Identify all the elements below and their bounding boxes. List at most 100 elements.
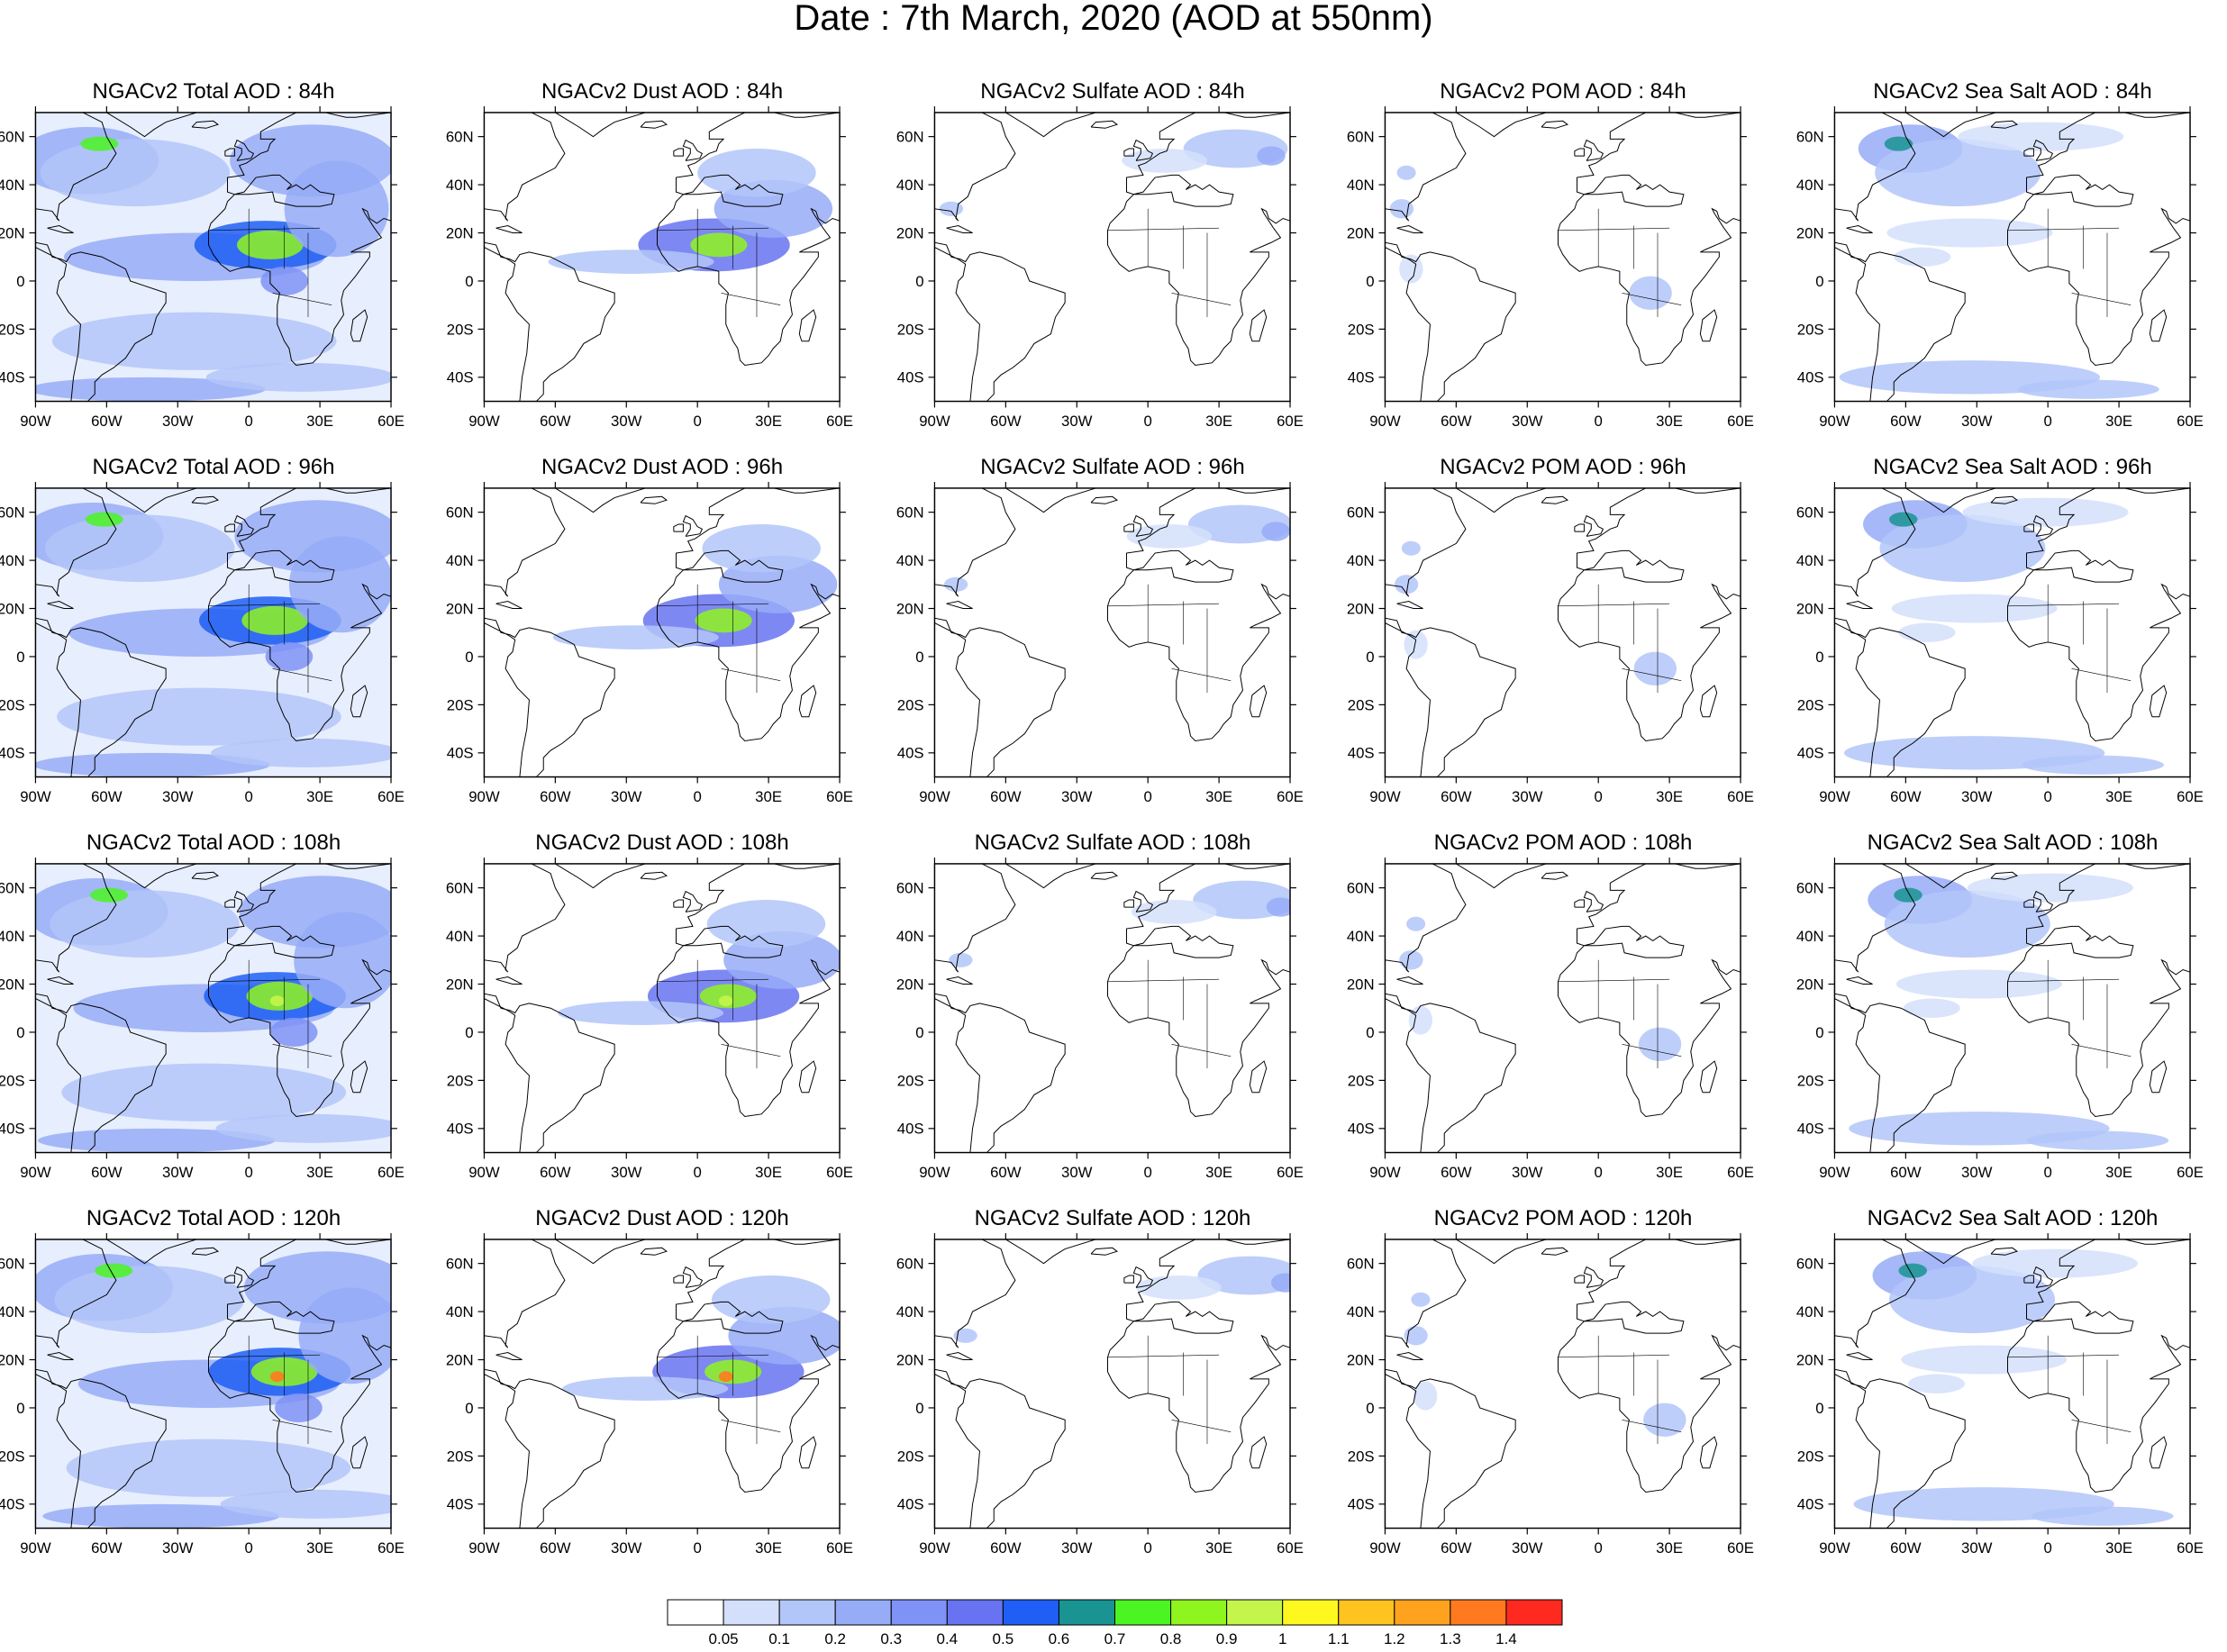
y-tick-label: 60N [896,129,924,146]
coastline [1107,487,1291,742]
y-tick-label: 40N [446,177,474,194]
coastline [673,899,684,908]
x-tick-label: 0 [1595,413,1603,430]
coastline [47,224,74,233]
x-tick-label: 0 [245,1164,253,1181]
coastlines [35,863,392,1153]
y-tick-label: 0 [1815,1024,1823,1041]
colorbar-label: 0.5 [993,1630,1014,1647]
aod-plume [1884,890,2050,958]
border-line [2071,1419,2132,1432]
x-tick-label: 30W [1512,413,1543,430]
aod-plume [1643,1402,1686,1438]
coastline [234,174,335,207]
x-tick-label: 30W [1512,1164,1543,1181]
aod-shading [934,863,1291,1153]
y-tick-label: 20S [897,1448,924,1465]
x-tick-label: 30W [1512,788,1543,805]
y-tick-label: 20S [1348,321,1375,338]
coastline [673,523,684,532]
y-tick-label: 40S [1348,1121,1375,1138]
x-tick-label: 60E [2177,788,2204,805]
y-tick-label: 20S [0,1072,25,1089]
map-plot: 90W 60W 30W 0 30E 60E 60N 40N 20N 0 20S 40S [1796,858,2204,1181]
x-tick-label: 60E [1277,1164,1304,1181]
coastline [1990,120,2019,129]
coastline [640,1247,668,1256]
y-tick-label: 20S [1797,321,1824,338]
aod-plume [1126,524,1213,549]
coastline [1990,871,2019,880]
y-tick-label: 20N [1796,600,1824,617]
y-tick-label: 40S [0,745,25,762]
panel-title: NGACv2 Dust AOD : 120h [535,1206,789,1230]
x-tick-label: 90W [468,1164,500,1181]
aod-plume [1886,218,2053,248]
coastline [1396,224,1423,233]
coastline [495,600,523,609]
coastline [1132,514,1154,537]
coastline [673,1275,684,1284]
x-tick-label: 60E [377,413,404,430]
aod-core [718,1371,733,1383]
coastline [934,487,1066,777]
map-frame [933,863,1291,1154]
coastlines [1385,1239,1741,1529]
x-tick-label: 0 [1595,1539,1603,1557]
aod-plume [2026,1130,2169,1150]
coastline [233,514,255,537]
x-tick-label: 90W [20,413,51,430]
map-frame [1833,487,2191,778]
border-line [1622,1419,1682,1432]
aod-shading [484,112,841,402]
coastlines [1834,487,2191,777]
coastline [484,863,615,1153]
y-tick-label: 20N [896,976,924,993]
x-tick-label: 60E [1727,1539,1754,1557]
y-tick-label: 20N [446,224,474,241]
y-tick-label: 20N [446,1351,474,1368]
x-tick-label: 0 [1144,788,1152,805]
aod-plume [50,890,240,958]
x-tick-label: 90W [919,1164,950,1181]
aod-plume [54,1266,244,1334]
x-tick-label: 60E [1727,1164,1754,1181]
colorbar-label: 0.3 [880,1630,902,1647]
map-plot: 90W 60W 30W 0 30E 60E 60N 40N 20N 0 20S 40S [1347,482,1754,805]
map-background [1385,1239,1741,1529]
map-plot: 90W 60W 30W 0 30E 60E 60N 40N 20N 0 20S 40S [1347,858,1754,1181]
aod-shading [934,487,1291,777]
coastline [208,112,392,367]
colorbar-swatch [778,1599,836,1626]
border-line [721,292,781,305]
coastline [1123,523,1134,532]
coastline [946,224,973,233]
y-tick-label: 0 [915,649,923,666]
border-line [721,1419,781,1432]
border-line [2007,978,2120,983]
aod-shading [1834,1239,2191,1529]
x-tick-label: 60W [540,413,571,430]
y-tick-label: 60N [896,1256,924,1273]
aod-plume [1967,873,2133,903]
map-frame [483,487,841,778]
y-tick-label: 40S [0,1496,25,1513]
aod-plume [80,136,119,151]
y-tick-label: 0 [465,1400,473,1417]
y-tick-label: 60N [0,504,25,522]
border-line [2007,1354,2120,1358]
x-tick-label: 60W [1890,1539,1922,1557]
map-frame [34,112,392,403]
border-line [2071,292,2132,305]
x-tick-label: 90W [20,1539,51,1557]
x-tick-label: 30W [162,1539,194,1557]
coastline [1123,1275,1134,1284]
border-line [2007,603,2120,607]
x-tick-label: 60W [990,1539,1022,1557]
coastline [972,1239,1096,1265]
aod-plume [1894,247,1951,267]
coastline [1385,1239,1516,1529]
coastline [1834,1239,1966,1529]
map-panel-seasalt-120h: NGACv2 Sea Salt AOD : 120h 90W 60W 30W 0 30E 6… [1796,1208,2204,1557]
border-line [657,603,769,607]
